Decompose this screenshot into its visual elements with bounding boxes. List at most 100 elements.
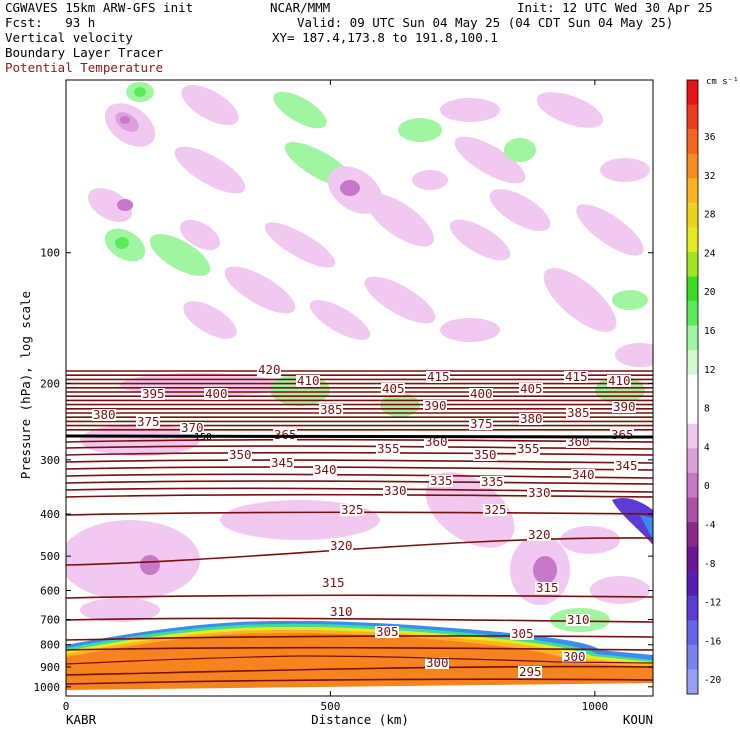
- colorbar-swatch: [687, 251, 698, 277]
- theta-label-bg: [381, 383, 405, 395]
- y-tick-label: 900: [40, 661, 60, 674]
- colorbar-swatch: [687, 522, 698, 548]
- theta-label: 315: [322, 575, 345, 590]
- theta-label-bg: [469, 388, 493, 400]
- colorbar-swatch: [687, 595, 698, 621]
- theta-label: 345: [271, 455, 294, 470]
- x-tick-label: 0: [63, 700, 70, 713]
- theta-label: 335: [430, 473, 453, 488]
- theta-line: [66, 459, 653, 464]
- colorbar-swatch: [687, 276, 698, 302]
- theta-label-bg: [375, 626, 399, 638]
- field-theta: Potential Temperature: [5, 60, 164, 75]
- theta-label-bg: [424, 436, 448, 448]
- theta-line: [66, 487, 653, 493]
- y-tick-label: 800: [40, 639, 60, 652]
- theta-label-bg: [510, 628, 534, 640]
- valid-time: Valid: 09 UTC Sun 04 May 25 (04 CDT Sun …: [297, 15, 674, 30]
- theta-label: 320: [528, 527, 551, 542]
- theta-label: 355: [377, 441, 400, 456]
- theta-label-bg: [535, 582, 559, 594]
- theta-line: [66, 646, 653, 651]
- endpoint-right: KOUN: [623, 712, 653, 727]
- theta-label: 325: [484, 502, 507, 517]
- theta-label: 300: [563, 649, 586, 664]
- colorbar-swatch: [687, 129, 698, 155]
- colorbar-label: 24: [704, 248, 716, 259]
- y-axis-ticks: 100 200 300 400 500 600 700 800 900 1000: [34, 247, 653, 694]
- theta-label: 350: [229, 447, 252, 462]
- colorbar-frame: [686, 79, 699, 695]
- theta-label: 380: [520, 411, 543, 426]
- theta-label-bg: [469, 418, 493, 430]
- theta-label: 385: [567, 405, 590, 420]
- theta-label-bg: [141, 388, 165, 400]
- theta-label-bg: [483, 504, 507, 516]
- colorbar-label: 0: [704, 481, 710, 492]
- y-tick-label: 500: [40, 550, 60, 563]
- theta-line: [66, 594, 653, 599]
- theta-label-bg: [571, 469, 595, 481]
- forecast-hour: Fcst: 93 h: [5, 15, 96, 30]
- colorbar-swatch: [687, 497, 698, 523]
- endpoint-left: KABR: [66, 712, 97, 727]
- theta-line: [66, 411, 653, 415]
- theta-label-bg: [425, 657, 449, 669]
- theta-label-bg: [519, 413, 543, 425]
- y-tick-label: 600: [40, 585, 60, 598]
- theta-label-bg: [321, 577, 345, 589]
- y-tick-label: 1000: [34, 681, 61, 694]
- theta-label: 420: [258, 362, 281, 377]
- theta-label: 410: [608, 373, 631, 388]
- colorbar-label: -4: [704, 520, 716, 531]
- field-vertical-velocity: Vertical velocity: [5, 30, 133, 45]
- colorbar-swatch: [687, 374, 698, 400]
- theta-label: 390: [613, 399, 636, 414]
- theta-label-bg: [480, 476, 504, 488]
- colorbar-swatch: [687, 178, 698, 204]
- theta-line: [66, 466, 653, 471]
- theta-label-bg: [228, 449, 252, 461]
- theta-label-bg: [136, 416, 160, 428]
- theta-line: [66, 399, 653, 402]
- field-tracer: Boundary Layer Tracer: [5, 45, 164, 60]
- colorbar-swatch: [687, 546, 698, 572]
- theta-label-bg: [516, 443, 540, 455]
- theta-label-bg: [518, 666, 542, 678]
- theta-label-bg: [519, 383, 543, 395]
- theta-line: [66, 678, 653, 685]
- colorbar-swatch: [687, 399, 698, 425]
- theta-label: 300: [426, 655, 449, 670]
- theta-label-bg: [313, 464, 337, 476]
- theta-label: 365: [611, 427, 634, 442]
- theta-label: 315: [536, 580, 559, 595]
- theta-label-bg: [423, 400, 447, 412]
- theta-label-bg: [426, 371, 450, 383]
- y-tick-label: 300: [40, 454, 60, 467]
- theta-label-bg: [296, 375, 320, 387]
- theta-label-bg: [566, 436, 590, 448]
- tracer-contour-label: 150: [194, 432, 212, 443]
- theta-label: 335: [481, 474, 504, 489]
- theta-line: [66, 480, 653, 485]
- model-title: CGWAVES 15km ARW-GFS init: [5, 0, 194, 15]
- colorbar-swatch: [687, 472, 698, 499]
- theta-label: 375: [137, 414, 160, 429]
- theta-label-bg: [270, 457, 294, 469]
- colorbar-swatch: [687, 227, 698, 253]
- theta-label: 340: [572, 467, 595, 482]
- theta-label: 340: [314, 462, 337, 477]
- theta-line: [66, 420, 653, 423]
- colorbar-label: -8: [704, 559, 716, 570]
- theta-label: 350: [474, 447, 497, 462]
- theta-label-bg: [180, 422, 204, 434]
- theta-line: [66, 635, 653, 641]
- theta-label: 385: [320, 402, 343, 417]
- colorbar-swatch: [687, 325, 698, 351]
- colorbar-swatch: [687, 571, 698, 597]
- theta-label: 415: [565, 369, 588, 384]
- plot-area: 420 415 415 410 410 405 405 400 400 395 390 390 385 3…: [66, 82, 653, 696]
- theta-line: [66, 386, 653, 389]
- cross-section-endpoints: XY= 187.4,173.8 to 191.8,100.1: [272, 30, 498, 45]
